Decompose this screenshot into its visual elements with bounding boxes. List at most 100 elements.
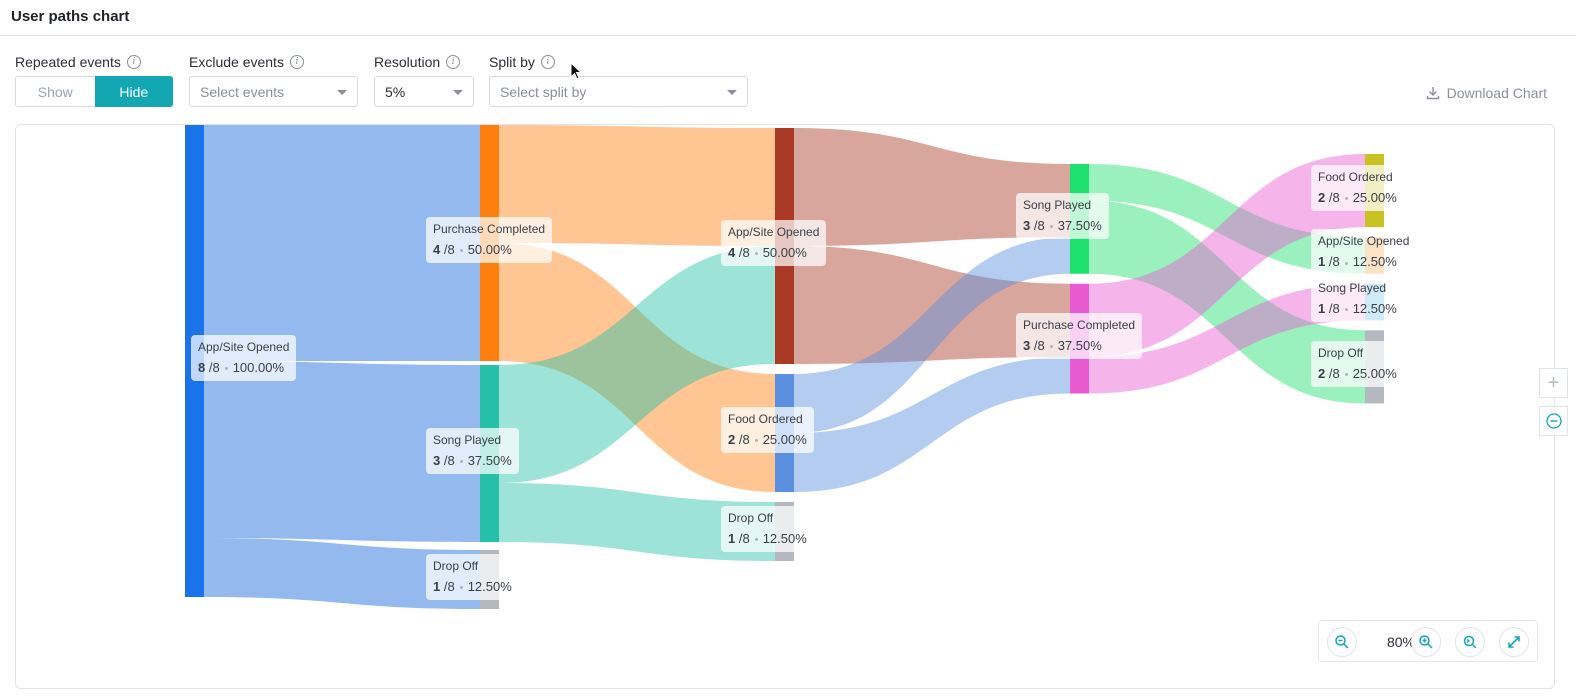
- node-label: Song Played 3 /8 37.50%: [426, 427, 519, 474]
- node-name: Purchase Completed: [433, 222, 546, 236]
- repeated-events-toggle[interactable]: Show Hide: [15, 76, 173, 107]
- sankey-link[interactable]: [499, 246, 775, 483]
- sankey-link[interactable]: [1089, 283, 1365, 394]
- zoom-out-button[interactable]: [1327, 627, 1357, 657]
- node-stats: 2 /8 25.00%: [1318, 190, 1397, 205]
- repeated-events-label: Repeated events i: [15, 54, 141, 70]
- node-stats: 1 /8 12.50%: [1318, 254, 1409, 269]
- node-count: 2: [1318, 189, 1326, 205]
- split-by-placeholder: Select split by: [500, 84, 587, 100]
- repeated-events-label-text: Repeated events: [15, 54, 121, 70]
- sankey-link[interactable]: [794, 246, 1070, 364]
- node-label: Drop Off 1 /8 12.50%: [721, 505, 814, 552]
- zoom-out-side-button[interactable]: [1539, 406, 1568, 436]
- node-label: Purchase Completed 3 /8 37.50%: [1016, 312, 1143, 359]
- node-stats: 2 /8 25.00%: [728, 432, 807, 447]
- node-percent: 50.00%: [467, 242, 512, 257]
- fullscreen-button[interactable]: [1499, 627, 1529, 657]
- separator-dot: [1344, 372, 1348, 376]
- chevron-down-icon: [337, 90, 347, 95]
- reset-zoom-button[interactable]: [1455, 627, 1485, 657]
- node-name: Food Ordered: [728, 412, 803, 426]
- separator-dot: [1344, 196, 1348, 200]
- node-count: 1: [728, 530, 736, 546]
- node-percent: 37.50%: [467, 452, 512, 468]
- node-total: /8: [1325, 189, 1340, 205]
- node-percent: 37.50%: [1057, 217, 1102, 233]
- info-icon[interactable]: i: [446, 55, 461, 69]
- node-name: App/Site Opened: [198, 340, 290, 354]
- separator-dot: [224, 367, 228, 371]
- info-icon[interactable]: i: [289, 55, 304, 69]
- separator-dot: [754, 537, 758, 541]
- download-chart-label: Download Chart: [1446, 85, 1547, 101]
- node-percent: 50.00%: [762, 245, 807, 260]
- node-total: /8: [1325, 254, 1340, 270]
- node-count: 3: [433, 452, 441, 468]
- node-stats: 8 /8 100.00%: [198, 360, 289, 375]
- zoom-toolbar: 80%: [1318, 620, 1538, 662]
- zoom-in-button[interactable]: [1411, 627, 1441, 657]
- node-percent: 25.00%: [1352, 189, 1397, 205]
- node-label: Food Ordered 2 /8 25.00%: [1311, 164, 1404, 211]
- node-total: /8: [1325, 365, 1340, 381]
- hide-button[interactable]: Hide: [94, 76, 173, 107]
- node-name: Song Played: [433, 432, 502, 447]
- separator-dot: [754, 252, 758, 256]
- node-stats: 2 /8 25.00%: [1318, 366, 1397, 381]
- separator-dot: [754, 439, 758, 443]
- sankey-link[interactable]: [499, 125, 775, 246]
- info-icon[interactable]: i: [540, 55, 555, 69]
- sankey-link[interactable]: [204, 538, 480, 609]
- sankey-link[interactable]: [499, 243, 775, 492]
- chevron-down-icon: [727, 90, 737, 95]
- node-label: Song Played 1 /8 12.50%: [1311, 276, 1404, 323]
- exclude-events-select[interactable]: Select events: [189, 76, 358, 107]
- node-label: Drop Off 2 /8 25.00%: [1311, 340, 1404, 387]
- resolution-value: 5%: [385, 84, 406, 100]
- separator-dot: [459, 585, 463, 589]
- exclude-events-placeholder: Select events: [200, 84, 285, 100]
- node-percent: 12.50%: [467, 578, 512, 594]
- node-stats: 3 /8 37.50%: [1023, 218, 1102, 233]
- sankey-link[interactable]: [204, 361, 480, 542]
- zoom-out-icon: [1335, 635, 1349, 649]
- reset-zoom-icon: [1463, 635, 1477, 649]
- node-name: App/Site Opened: [1318, 234, 1410, 249]
- node-total: /8: [440, 452, 455, 468]
- info-icon[interactable]: i: [126, 55, 141, 69]
- node-name: Drop Off: [433, 558, 479, 573]
- node-total: /8: [735, 530, 750, 546]
- node-name: Song Played: [1023, 197, 1092, 212]
- node-percent: 25.00%: [1352, 365, 1397, 381]
- node-label: App/Site Opened 1 /8 12.50%: [1311, 229, 1417, 276]
- node-count: 1: [1318, 301, 1326, 317]
- sankey-link[interactable]: [1089, 164, 1365, 274]
- separator-dot: [1049, 224, 1053, 228]
- sankey-link[interactable]: [499, 483, 775, 561]
- resolution-select[interactable]: 5%: [374, 76, 474, 107]
- node-total: /8: [440, 578, 455, 594]
- show-button[interactable]: Show: [15, 76, 95, 107]
- sankey-link[interactable]: [1089, 200, 1365, 404]
- sankey-link[interactable]: [794, 237, 1070, 433]
- node-name: Food Ordered: [1318, 169, 1393, 184]
- download-chart-button[interactable]: Download Chart: [1426, 85, 1547, 101]
- sankey-link[interactable]: [794, 356, 1070, 492]
- node-stats: 3 /8 37.50%: [1023, 338, 1135, 353]
- minus-circle-icon: [1545, 413, 1562, 429]
- sankey-link[interactable]: [794, 128, 1070, 246]
- node-total: /8: [1030, 217, 1045, 233]
- separator-dot: [459, 249, 463, 253]
- sankey-link[interactable]: [204, 125, 480, 361]
- node-total: /8: [1030, 337, 1045, 353]
- split-by-select[interactable]: Select split by: [489, 76, 748, 107]
- sankey-link[interactable]: [1089, 154, 1365, 357]
- zoom-in-side-button[interactable]: +: [1539, 368, 1568, 398]
- separator-dot: [1344, 261, 1348, 265]
- node-label: Food Ordered 2 /8 25.00%: [721, 407, 814, 453]
- node-count: 3: [1023, 337, 1031, 353]
- node-stats: 3 /8 37.50%: [433, 453, 512, 468]
- node-name: Song Played: [1318, 281, 1387, 296]
- node-count: 1: [1318, 254, 1326, 270]
